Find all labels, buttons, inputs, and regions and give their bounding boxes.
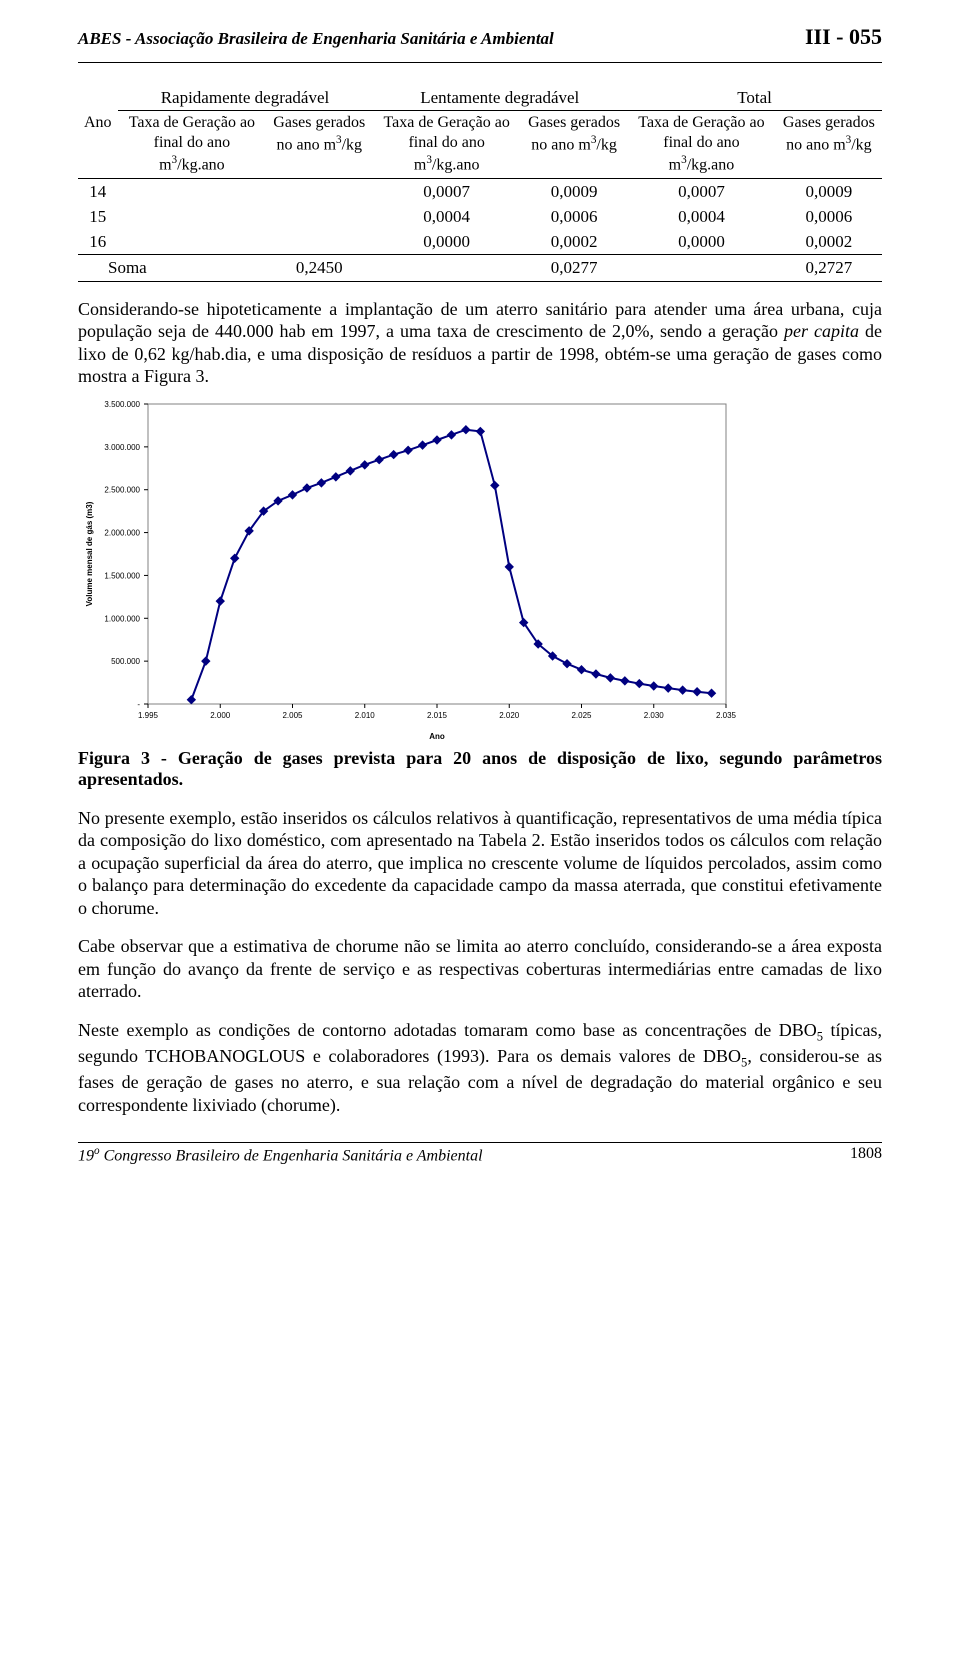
page-footer: 19o Congresso Brasileiro de Engenharia S… <box>78 1142 882 1165</box>
col-slow-gases: Gases gerados no ano m3/kg <box>521 111 627 178</box>
table-sum-row: Soma 0,2450 0,0277 0,2727 <box>78 255 882 281</box>
table-cell <box>118 178 267 204</box>
figure-caption: Figura 3 - Geração de gases prevista par… <box>78 748 882 791</box>
table-group-header: Rapidamente degradável Lentamente degrad… <box>78 85 882 111</box>
svg-text:Ano: Ano <box>429 732 445 741</box>
table-cell: 14 <box>78 178 118 204</box>
table-cell: 0,0009 <box>776 178 882 204</box>
svg-text:1.995: 1.995 <box>138 711 159 720</box>
footer-congress: 19o Congresso Brasileiro de Engenharia S… <box>78 1145 483 1165</box>
header-code: III - 055 <box>805 24 882 50</box>
footer-page-number: 1808 <box>850 1145 882 1165</box>
col-total-taxa: Taxa de Geração ao final do ano m3/kg.an… <box>627 111 776 178</box>
sum-rapid: 0,2450 <box>266 255 372 281</box>
svg-text:3.500.000: 3.500.000 <box>104 400 140 409</box>
paragraph-1: Considerando-se hipoteticamente a implan… <box>78 298 882 388</box>
svg-text:2.500.000: 2.500.000 <box>104 485 140 494</box>
table-cell: 16 <box>78 229 118 255</box>
table-cell: 0,0002 <box>521 229 627 255</box>
gas-generation-table: Rapidamente degradável Lentamente degrad… <box>78 85 882 282</box>
svg-text:1.000.000: 1.000.000 <box>104 614 140 623</box>
paragraph-2: No presente exemplo, estão inseridos os … <box>78 807 882 920</box>
table-cell: 0,0007 <box>627 178 776 204</box>
table-cell: 0,0002 <box>776 229 882 255</box>
table-cell <box>118 229 267 255</box>
svg-text:-: - <box>137 700 140 709</box>
table-col-header: Ano Taxa de Geração ao final do ano m3/k… <box>78 111 882 178</box>
table-row: 160,00000,00020,00000,0002 <box>78 229 882 255</box>
group-total: Total <box>627 85 882 111</box>
table-cell <box>266 178 372 204</box>
col-rapid-taxa: Taxa de Geração ao final do ano m3/kg.an… <box>118 111 267 178</box>
col-total-gases: Gases gerados no ano m3/kg <box>776 111 882 178</box>
page: ABES - Associação Brasileira de Engenhar… <box>0 0 960 1186</box>
svg-text:500.000: 500.000 <box>111 657 140 666</box>
table-cell <box>118 204 267 229</box>
sum-slow: 0,0277 <box>521 255 627 281</box>
header-rule <box>78 62 882 63</box>
col-ano: Ano <box>78 111 118 178</box>
table-cell: 15 <box>78 204 118 229</box>
gas-chart: - 500.000 1.000.000 1.500.000 2.000.000 2.500… <box>78 394 738 744</box>
table-row: 140,00070,00090,00070,0009 <box>78 178 882 204</box>
svg-text:2.020: 2.020 <box>499 711 520 720</box>
group-slow: Lentamente degradável <box>372 85 627 111</box>
svg-text:2.035: 2.035 <box>716 711 737 720</box>
svg-text:2.005: 2.005 <box>282 711 303 720</box>
col-slow-taxa: Taxa de Geração ao final do ano m3/kg.an… <box>372 111 521 178</box>
svg-text:2.010: 2.010 <box>355 711 376 720</box>
svg-text:2.000.000: 2.000.000 <box>104 528 140 537</box>
table-cell: 0,0007 <box>372 178 521 204</box>
table-cell: 0,0000 <box>372 229 521 255</box>
svg-text:2.000: 2.000 <box>210 711 231 720</box>
svg-text:1.500.000: 1.500.000 <box>104 571 140 580</box>
svg-text:Volume mensal de gás (m3): Volume mensal de gás (m3) <box>85 501 94 606</box>
table-cell: 0,0004 <box>627 204 776 229</box>
paragraph-3: Cabe observar que a estimativa de chorum… <box>78 935 882 1003</box>
table-row: 150,00040,00060,00040,0006 <box>78 204 882 229</box>
svg-text:2.030: 2.030 <box>644 711 665 720</box>
svg-text:3.000.000: 3.000.000 <box>104 442 140 451</box>
svg-text:2.025: 2.025 <box>571 711 592 720</box>
table-cell: 0,0006 <box>776 204 882 229</box>
table-cell: 0,0006 <box>521 204 627 229</box>
table-cell <box>266 229 372 255</box>
table-cell: 0,0009 <box>521 178 627 204</box>
table-cell: 0,0004 <box>372 204 521 229</box>
sum-total: 0,2727 <box>776 255 882 281</box>
sum-label: Soma <box>78 255 266 281</box>
paragraph-4: Neste exemplo as condições de contorno a… <box>78 1019 882 1117</box>
svg-text:2.015: 2.015 <box>427 711 448 720</box>
col-rapid-gases: Gases gerados no ano m3/kg <box>266 111 372 178</box>
page-header: ABES - Associação Brasileira de Engenhar… <box>78 24 882 50</box>
chart-svg: - 500.000 1.000.000 1.500.000 2.000.000 2.500… <box>78 394 738 744</box>
table-cell: 0,0000 <box>627 229 776 255</box>
table-cell <box>266 204 372 229</box>
header-org: ABES - Associação Brasileira de Engenhar… <box>78 29 554 49</box>
group-rapid: Rapidamente degradável <box>118 85 373 111</box>
